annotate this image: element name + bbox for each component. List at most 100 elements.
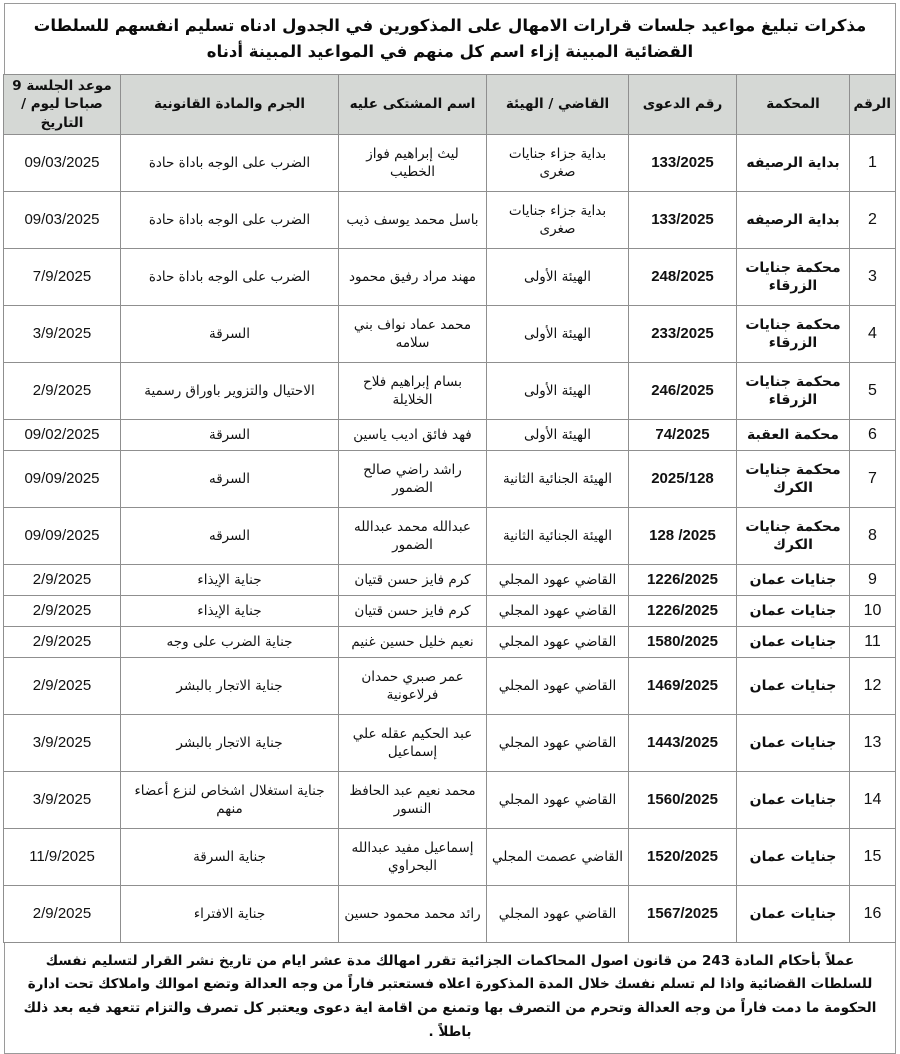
cell-number: 3	[849, 247, 896, 306]
column-header-date: موعد الجلسة 9 صباحا ليوم / التاريخ	[3, 74, 121, 135]
table-row: 5 محكمة جنايات الزرقاء 246/2025 الهيئة الأو…	[3, 361, 896, 420]
cell-number: 1	[849, 133, 896, 192]
cell-number: 14	[849, 770, 896, 829]
table-row: 6 محكمة العقبة 74/2025 الهيئة الأولى فهد فائ…	[3, 418, 896, 451]
cell-date: 11/9/2025	[3, 827, 121, 886]
cell-accused: إسماعيل مفيد عبدالله البحراوي	[338, 827, 487, 886]
cell-number: 2	[849, 190, 896, 249]
cell-judge: الهيئة الأولى	[486, 361, 629, 420]
cell-crime: الضرب على الوجه باداة حادة	[120, 247, 339, 306]
cell-court: محكمة جنايات الكرك	[736, 506, 850, 565]
cell-case-number: 1520/2025	[628, 827, 737, 886]
cell-judge: الهيئة الأولى	[486, 304, 629, 363]
cell-date: 2/9/2025	[3, 656, 121, 715]
cell-case-number: 1567/2025	[628, 884, 737, 943]
table-header: الرقم المحكمة رقم الدعوى القاضي / الهيئة…	[3, 74, 896, 135]
table-row: 16 جنايات عمان 1567/2025 القاضي عهود المجلي…	[3, 884, 896, 943]
cell-date: 09/09/2025	[3, 449, 121, 508]
cell-date: 09/09/2025	[3, 506, 121, 565]
cell-number: 4	[849, 304, 896, 363]
cell-accused: محمد نعيم عبد الحافظ النسور	[338, 770, 487, 829]
cell-court: محكمة جنايات الزرقاء	[736, 304, 850, 363]
legal-note-text: عملاً بأحكام المادة 243 من قانون اصول ال…	[23, 952, 877, 1040]
cell-number: 16	[849, 884, 896, 943]
cell-court: بداية الرصيفه	[736, 133, 850, 192]
table-row: 14 جنايات عمان 1560/2025 القاضي عهود المجلي…	[3, 770, 896, 829]
cell-court: جنايات عمان	[736, 625, 850, 658]
page-title: مذكرات تبليغ مواعيد جلسات قرارات الامهال…	[33, 16, 867, 61]
cell-accused: راشد راضي صالح الضمور	[338, 449, 487, 508]
cell-accused: محمد عماد نواف بني سلامه	[338, 304, 487, 363]
cell-accused: رائد محمد محمود حسين	[338, 884, 487, 943]
cell-court: جنايات عمان	[736, 770, 850, 829]
cell-crime: جناية الاتجار بالبشر	[120, 656, 339, 715]
column-header-number: الرقم	[849, 74, 896, 135]
cell-date: 2/9/2025	[3, 361, 121, 420]
cell-case-number: 133/2025	[628, 190, 737, 249]
cell-number: 10	[849, 594, 896, 627]
cell-crime: الضرب على الوجه باداة حادة	[120, 190, 339, 249]
cell-number: 7	[849, 449, 896, 508]
cell-court: محكمة جنايات الزرقاء	[736, 247, 850, 306]
table-row: 3 محكمة جنايات الزرقاء 248/2025 الهيئة الأو…	[3, 247, 896, 306]
cell-judge: القاضي عهود المجلي	[486, 625, 629, 658]
schedule-table: الرقم المحكمة رقم الدعوى القاضي / الهيئة…	[3, 74, 896, 943]
table-body: 1 بداية الرصيفه 133/2025 بداية جزاء جنايات …	[3, 133, 896, 943]
cell-accused: عبد الحكيم عقله علي إسماعيل	[338, 713, 487, 772]
cell-case-number: 1560/2025	[628, 770, 737, 829]
cell-crime: السرقة	[120, 304, 339, 363]
table-row: 10 جنايات عمان 1226/2025 القاضي عهود المجلي…	[3, 594, 896, 627]
table-row: 12 جنايات عمان 1469/2025 القاضي عهود المجلي…	[3, 656, 896, 715]
table-row: 7 محكمة جنايات الكرك 2025/128 الهيئة الجنائ…	[3, 449, 896, 508]
cell-crime: جناية الإيذاء	[120, 563, 339, 596]
cell-date: 09/03/2025	[3, 190, 121, 249]
cell-crime: جناية الافتراء	[120, 884, 339, 943]
cell-court: جنايات عمان	[736, 713, 850, 772]
cell-court: محكمة العقبة	[736, 418, 850, 451]
cell-number: 12	[849, 656, 896, 715]
cell-court: جنايات عمان	[736, 827, 850, 886]
cell-case-number: 233/2025	[628, 304, 737, 363]
cell-judge: بداية جزاء جنايات صغرى	[486, 133, 629, 192]
cell-case-number: 74/2025	[628, 418, 737, 451]
cell-crime: السرقه	[120, 506, 339, 565]
cell-case-number: 1226/2025	[628, 594, 737, 627]
cell-number: 6	[849, 418, 896, 451]
cell-accused: نعيم خليل حسين غنيم	[338, 625, 487, 658]
cell-accused: مهند مراد رفيق محمود	[338, 247, 487, 306]
cell-accused: كرم فايز حسن قتيان	[338, 594, 487, 627]
table-row: 4 محكمة جنايات الزرقاء 233/2025 الهيئة الأو…	[3, 304, 896, 363]
cell-date: 2/9/2025	[3, 563, 121, 596]
table-row: 11 جنايات عمان 1580/2025 القاضي عهود المجلي…	[3, 625, 896, 658]
cell-judge: الهيئة الجنائية الثانية	[486, 506, 629, 565]
table-row: 15 جنايات عمان 1520/2025 القاضي عصمت المجلي…	[3, 827, 896, 886]
cell-date: 09/02/2025	[3, 418, 121, 451]
cell-date: 2/9/2025	[3, 594, 121, 627]
cell-date: 3/9/2025	[3, 304, 121, 363]
cell-date: 3/9/2025	[3, 713, 121, 772]
cell-crime: جناية استغلال اشخاص لنزع أعضاء منهم	[120, 770, 339, 829]
cell-accused: ليث إبراهيم فواز الخطيب	[338, 133, 487, 192]
cell-date: 7/9/2025	[3, 247, 121, 306]
cell-court: محكمة جنايات الزرقاء	[736, 361, 850, 420]
column-header-judge: القاضي / الهيئة	[486, 74, 629, 135]
cell-judge: القاضي عهود المجلي	[486, 713, 629, 772]
cell-date: 3/9/2025	[3, 770, 121, 829]
cell-case-number: 1226/2025	[628, 563, 737, 596]
cell-court: جنايات عمان	[736, 656, 850, 715]
table-row: 2 بداية الرصيفه 133/2025 بداية جزاء جنايات …	[3, 190, 896, 249]
cell-judge: القاضي عهود المجلي	[486, 656, 629, 715]
cell-number: 11	[849, 625, 896, 658]
cell-judge: بداية جزاء جنايات صغرى	[486, 190, 629, 249]
table-row: 9 جنايات عمان 1226/2025 القاضي عهود المجلي ك…	[3, 563, 896, 596]
cell-crime: الضرب على الوجه باداة حادة	[120, 133, 339, 192]
cell-date: 2/9/2025	[3, 884, 121, 943]
cell-case-number: 248/2025	[628, 247, 737, 306]
cell-accused: باسل محمد يوسف ذيب	[338, 190, 487, 249]
table-row: 1 بداية الرصيفه 133/2025 بداية جزاء جنايات …	[3, 133, 896, 192]
notice-page: مذكرات تبليغ مواعيد جلسات قرارات الامهال…	[3, 3, 896, 1054]
legal-note-box: عملاً بأحكام المادة 243 من قانون اصول ال…	[4, 942, 896, 1054]
cell-case-number: 2025/128	[628, 449, 737, 508]
cell-judge: الهيئة الجنائية الثانية	[486, 449, 629, 508]
cell-case-number: 2025/ 128	[628, 506, 737, 565]
